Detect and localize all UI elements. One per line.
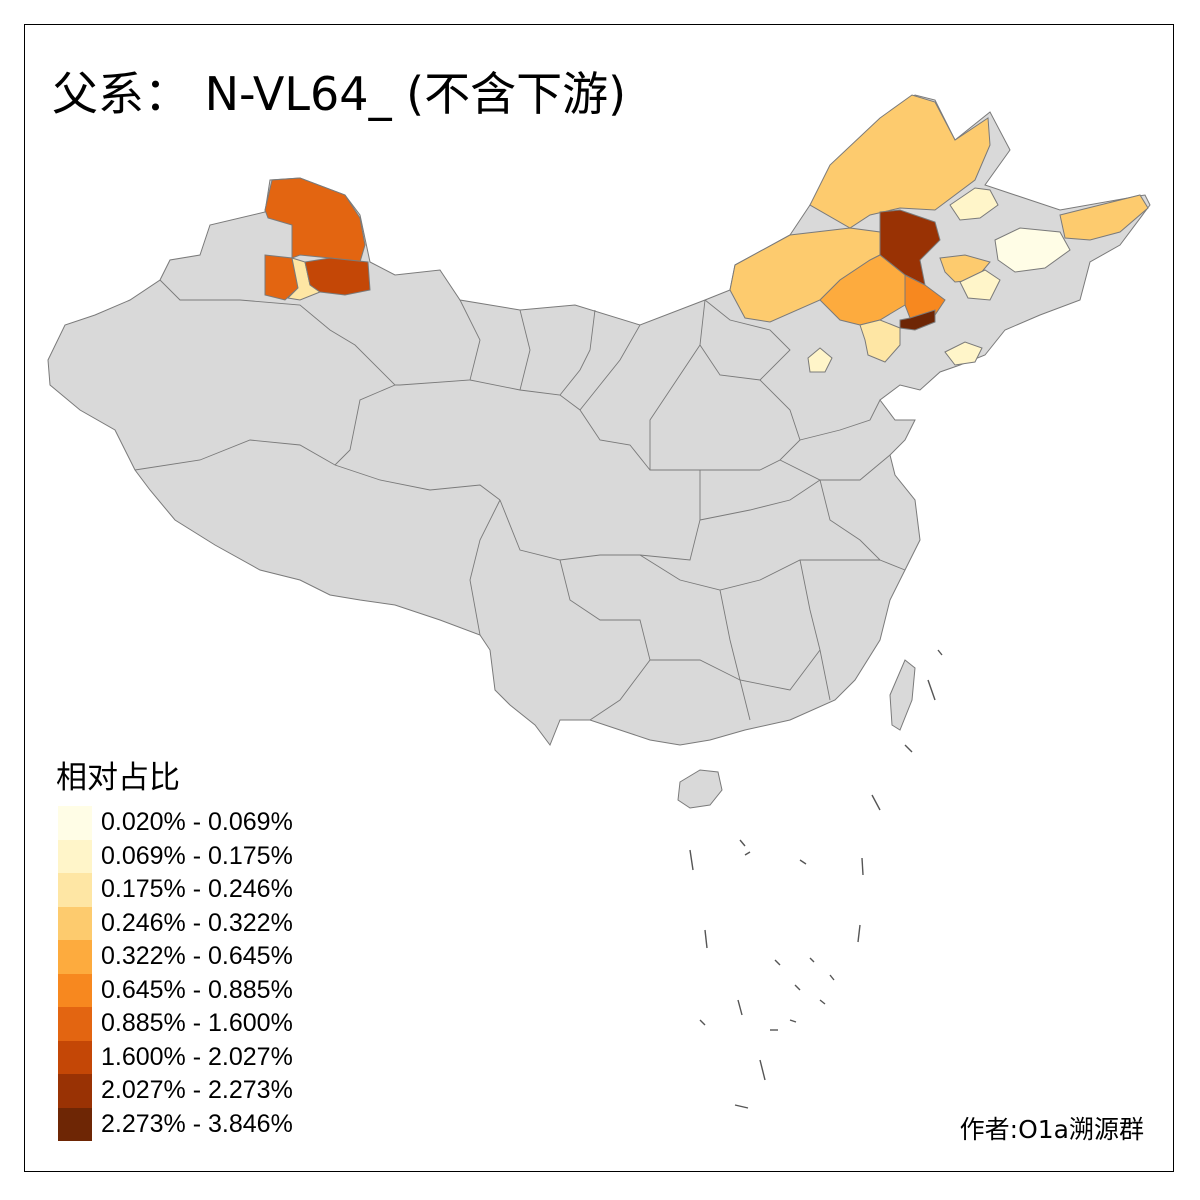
legend-swatch	[58, 973, 92, 1007]
legend-swatch	[58, 906, 92, 940]
region-xj-east	[304, 257, 371, 296]
legend-item: 0.645% - 0.885%	[58, 973, 293, 1007]
legend-label: 0.645% - 0.885%	[101, 975, 293, 1004]
legend-label: 0.069% - 0.175%	[101, 841, 293, 870]
legend-swatch	[58, 1040, 92, 1074]
legend-label: 0.246% - 0.322%	[101, 908, 293, 937]
legend-item: 0.069% - 0.175%	[58, 839, 293, 873]
region-liaoning-coast	[944, 341, 983, 366]
legend-item: 2.273% - 3.846%	[58, 1107, 293, 1141]
legend-label: 1.600% - 2.027%	[101, 1042, 293, 1071]
legend-label: 0.175% - 0.246%	[101, 875, 293, 904]
region-hulunbuir	[809, 94, 991, 229]
legend-swatch	[58, 839, 92, 873]
legend-item: 0.885% - 1.600%	[58, 1007, 293, 1041]
region-shanxi-north	[859, 319, 901, 363]
legend-title: 相对占比	[56, 760, 180, 796]
legend-label: 0.020% - 0.069%	[101, 808, 293, 837]
legend-item: 2.027% - 2.273%	[58, 1074, 293, 1108]
region-hainan	[677, 769, 723, 809]
legend-label: 0.322% - 0.645%	[101, 942, 293, 971]
province-borders	[134, 279, 906, 721]
region-heilongjiang-west	[949, 187, 999, 221]
legend-label: 0.885% - 1.600%	[101, 1009, 293, 1038]
legend-item: 1.600% - 2.027%	[58, 1040, 293, 1074]
legend-swatch	[58, 1007, 92, 1041]
author-credit: 作者:O1a溯源群	[959, 1115, 1144, 1144]
region-ningxia	[807, 347, 833, 373]
legend-swatch	[58, 1074, 92, 1108]
legend-label: 2.027% - 2.273%	[101, 1076, 293, 1105]
legend: 0.020% - 0.069% 0.069% - 0.175% 0.175% -…	[58, 806, 293, 1141]
region-heilongjiang-center	[994, 227, 1071, 273]
south-sea-islands	[689, 649, 943, 1109]
legend-item: 0.175% - 0.246%	[58, 873, 293, 907]
legend-item: 0.246% - 0.322%	[58, 906, 293, 940]
region-heilongjiang-east	[1059, 194, 1149, 241]
legend-swatch	[58, 873, 92, 907]
map-title: 父系： N-VL64_ (不含下游)	[52, 67, 627, 121]
legend-item: 0.020% - 0.069%	[58, 806, 293, 840]
legend-swatch	[58, 940, 92, 974]
region-taiwan	[889, 659, 916, 731]
legend-swatch	[58, 806, 92, 840]
legend-swatch	[58, 1107, 92, 1141]
legend-label: 2.273% - 3.846%	[101, 1109, 293, 1138]
legend-item: 0.322% - 0.645%	[58, 940, 293, 974]
region-jilin-center	[959, 269, 1001, 301]
